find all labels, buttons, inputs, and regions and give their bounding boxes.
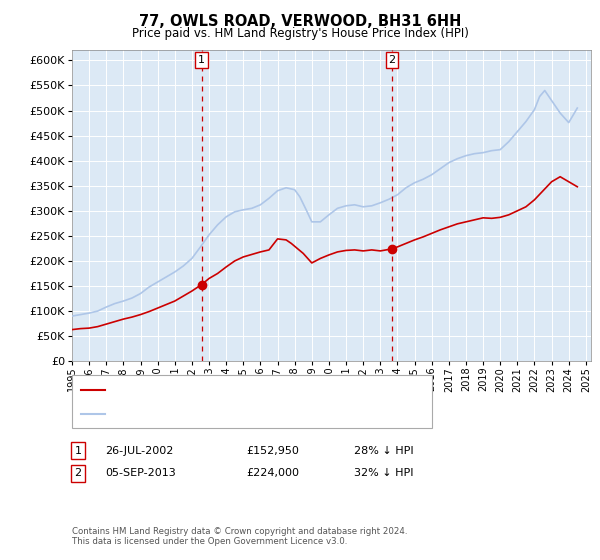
Text: HPI: Average price, detached house, Dorset: HPI: Average price, detached house, Dors… <box>109 408 337 418</box>
Text: 2: 2 <box>74 468 82 478</box>
Text: 05-SEP-2013: 05-SEP-2013 <box>105 468 176 478</box>
Text: 1: 1 <box>74 446 82 456</box>
Text: Price paid vs. HM Land Registry's House Price Index (HPI): Price paid vs. HM Land Registry's House … <box>131 27 469 40</box>
Text: 77, OWLS ROAD, VERWOOD, BH31 6HH: 77, OWLS ROAD, VERWOOD, BH31 6HH <box>139 14 461 29</box>
Text: 26-JUL-2002: 26-JUL-2002 <box>105 446 173 456</box>
Text: £152,950: £152,950 <box>246 446 299 456</box>
Text: 32% ↓ HPI: 32% ↓ HPI <box>354 468 413 478</box>
Text: £224,000: £224,000 <box>246 468 299 478</box>
Text: 2: 2 <box>388 55 395 65</box>
Text: 1: 1 <box>198 55 205 65</box>
Text: Contains HM Land Registry data © Crown copyright and database right 2024.
This d: Contains HM Land Registry data © Crown c… <box>72 526 407 546</box>
Text: 28% ↓ HPI: 28% ↓ HPI <box>354 446 413 456</box>
Text: 77, OWLS ROAD, VERWOOD, BH31 6HH (detached house): 77, OWLS ROAD, VERWOOD, BH31 6HH (detach… <box>109 385 410 395</box>
